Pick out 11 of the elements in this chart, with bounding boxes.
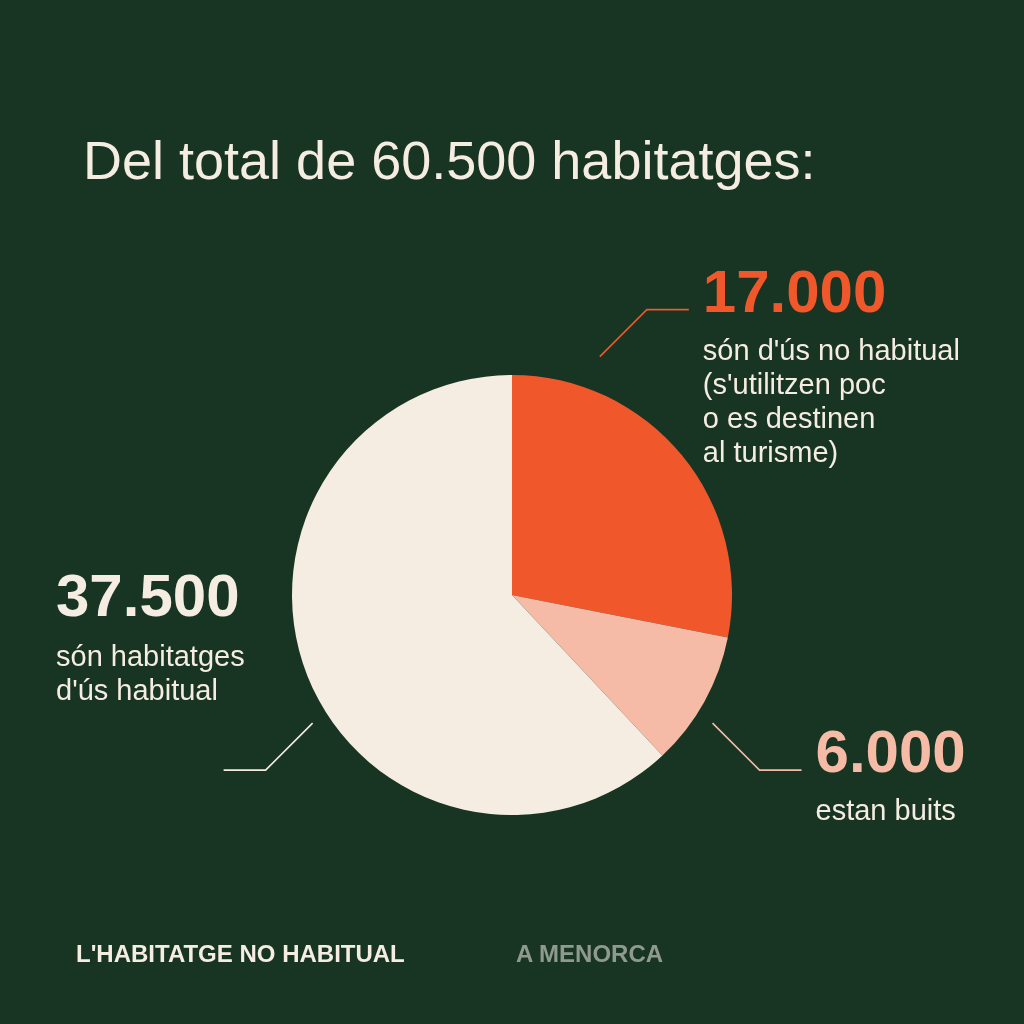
text: L'HABITATGE NO HABITUAL bbox=[76, 940, 405, 967]
text: A MENORCA bbox=[516, 940, 664, 967]
slice-label: són habitatges d'ús habitual bbox=[56, 640, 245, 707]
data-label: 6.000 bbox=[815, 718, 966, 786]
slice-label: estan buits bbox=[815, 794, 956, 827]
pie-slice bbox=[512, 595, 728, 756]
data-label: 17.000 bbox=[702, 257, 887, 325]
data-label: 37.500 bbox=[56, 562, 240, 630]
chart-title: Del total de 60.500 habitatges: bbox=[83, 130, 816, 190]
legend-label: són d'ús no habitual (s'utilitzen poc o es destinen al turisme) bbox=[702, 333, 960, 468]
pie-slice bbox=[292, 375, 663, 815]
